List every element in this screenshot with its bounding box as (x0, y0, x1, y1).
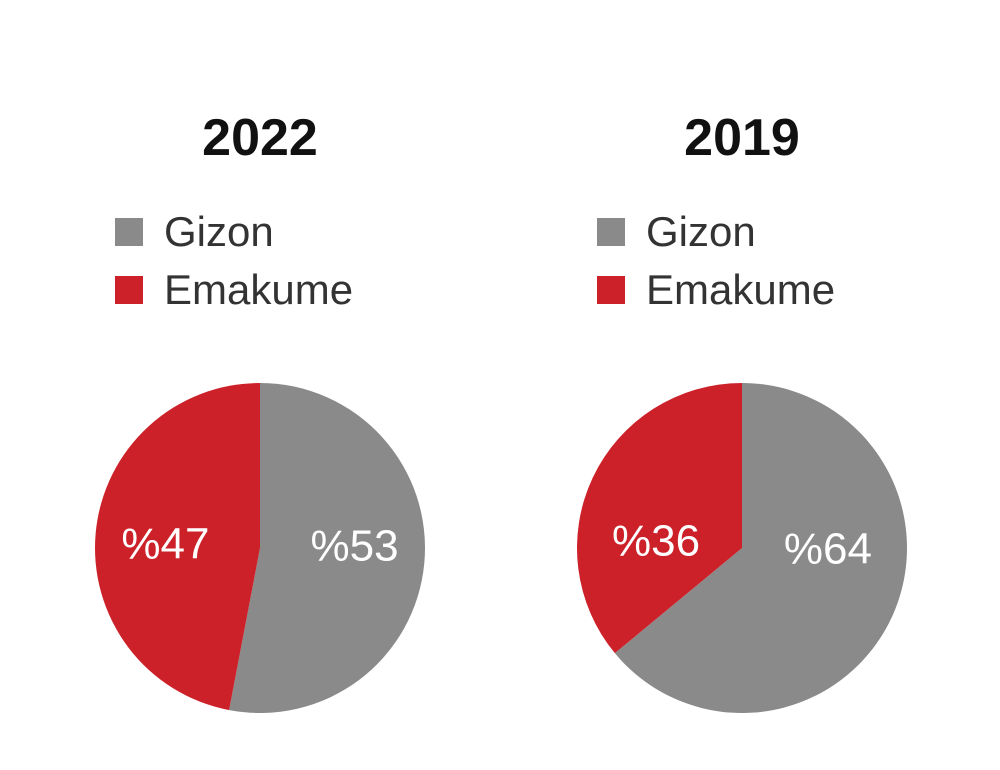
legend-label-emakume: Emakume (164, 266, 354, 313)
slice-label-emakume: %36 (612, 517, 700, 566)
legend-swatch-gizon (597, 218, 625, 246)
slice-label-gizon: %64 (784, 525, 872, 574)
pie-chart-panel-2022: 2022 Gizon Emakume %53 %47 (20, 0, 500, 770)
legend-label-gizon: Gizon (164, 208, 274, 255)
pie-chart-panel-2019: 2019 Gizon Emakume %64 %36 (502, 0, 982, 770)
pie-chart: %64 %36 (577, 383, 907, 713)
pie-slice-emakume (577, 383, 742, 654)
legend-swatch-gizon (115, 218, 143, 246)
pie-chart: %53 %47 (95, 383, 426, 713)
chart-title: 2019 (684, 109, 800, 167)
legend-label-gizon: Gizon (646, 208, 756, 255)
slice-label-emakume: %47 (121, 520, 209, 569)
legend-swatch-emakume (115, 276, 143, 304)
chart-title: 2022 (202, 109, 318, 167)
legend-swatch-emakume (597, 276, 625, 304)
pie-slice-gizon (229, 383, 426, 713)
pie-slice-gizon (614, 383, 907, 713)
slice-label-gizon: %53 (311, 522, 399, 571)
pie-slice-emakume (95, 383, 261, 711)
legend-label-emakume: Emakume (646, 266, 836, 313)
